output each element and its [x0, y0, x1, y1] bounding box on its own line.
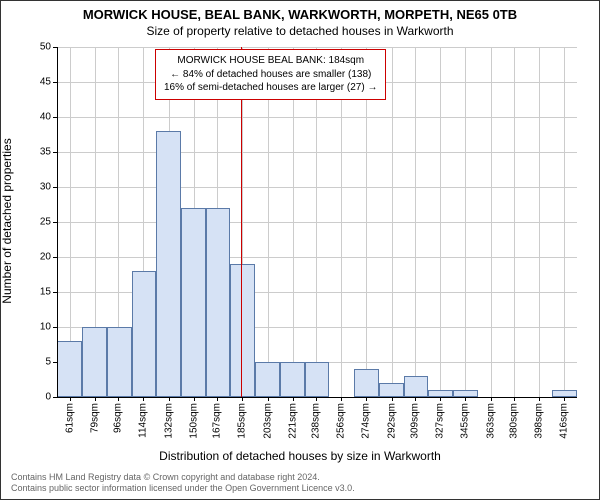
- histogram-bar: [206, 208, 230, 397]
- grid-line: [491, 47, 492, 397]
- grid-line: [415, 47, 416, 397]
- x-tick-label: 309sqm: [410, 403, 421, 439]
- histogram-bar: [181, 208, 206, 397]
- y-axis-label: Number of detached properties: [0, 138, 14, 303]
- histogram-bar: [132, 271, 156, 397]
- chart-plot-area: 0510152025303540455061sqm79sqm96sqm114sq…: [57, 47, 577, 397]
- grid-line: [341, 47, 342, 397]
- x-tick-label: 380sqm: [509, 403, 520, 439]
- x-tick-label: 256sqm: [336, 403, 347, 439]
- x-tick-label: 167sqm: [212, 403, 223, 439]
- footer-attribution: Contains HM Land Registry data © Crown c…: [11, 472, 355, 495]
- grid-line: [514, 47, 515, 397]
- footer-line-2: Contains public sector information licen…: [11, 483, 355, 495]
- annotation-line: ← 84% of detached houses are smaller (13…: [164, 68, 377, 82]
- x-tick-label: 79sqm: [89, 403, 100, 433]
- x-tick-label: 221sqm: [287, 403, 298, 439]
- x-tick-label: 132sqm: [163, 403, 174, 439]
- title-sub: Size of property relative to detached ho…: [1, 22, 599, 38]
- grid-line: [440, 47, 441, 397]
- grid-line: [465, 47, 466, 397]
- x-tick-label: 238sqm: [311, 403, 322, 439]
- y-axis-line: [57, 47, 58, 397]
- histogram-bar: [354, 369, 379, 397]
- grid-line: [539, 47, 540, 397]
- annotation-box: MORWICK HOUSE BEAL BANK: 184sqm← 84% of …: [155, 49, 386, 100]
- x-tick-label: 96sqm: [113, 403, 124, 433]
- x-axis-label: Distribution of detached houses by size …: [159, 449, 441, 463]
- x-tick-label: 203sqm: [262, 403, 273, 439]
- x-tick-label: 327sqm: [435, 403, 446, 439]
- x-tick-label: 61sqm: [64, 403, 75, 433]
- grid-line: [366, 47, 367, 397]
- histogram-bar: [255, 362, 280, 397]
- histogram-bar: [82, 327, 107, 397]
- x-tick-label: 185sqm: [237, 403, 248, 439]
- x-tick-label: 292sqm: [386, 403, 397, 439]
- histogram-bar: [230, 264, 255, 397]
- chart-container: MORWICK HOUSE, BEAL BANK, WARKWORTH, MOR…: [0, 0, 600, 500]
- x-tick-label: 274sqm: [361, 403, 372, 439]
- grid-line: [392, 47, 393, 397]
- histogram-bar: [107, 327, 132, 397]
- grid-line: [268, 47, 269, 397]
- annotation-line: 16% of semi-detached houses are larger (…: [164, 81, 377, 95]
- histogram-bar: [57, 341, 82, 397]
- histogram-bar: [453, 390, 478, 397]
- histogram-bar: [404, 376, 428, 397]
- grid-line: [316, 47, 317, 397]
- grid-line: [293, 47, 294, 397]
- x-tick-label: 150sqm: [188, 403, 199, 439]
- histogram-bar: [552, 390, 577, 397]
- histogram-bar: [305, 362, 329, 397]
- histogram-bar: [379, 383, 404, 397]
- histogram-bar: [428, 390, 453, 397]
- x-axis-line: [57, 397, 577, 398]
- x-tick-label: 398sqm: [534, 403, 545, 439]
- x-tick-label: 345sqm: [460, 403, 471, 439]
- x-tick-label: 363sqm: [485, 403, 496, 439]
- histogram-bar: [156, 131, 181, 397]
- x-tick-label: 114sqm: [138, 403, 149, 438]
- grid-line: [564, 47, 565, 397]
- title-main: MORWICK HOUSE, BEAL BANK, WARKWORTH, MOR…: [1, 1, 599, 22]
- histogram-bar: [280, 362, 305, 397]
- footer-line-1: Contains HM Land Registry data © Crown c…: [11, 472, 355, 484]
- x-tick-label: 416sqm: [559, 403, 570, 439]
- annotation-line: MORWICK HOUSE BEAL BANK: 184sqm: [164, 54, 377, 68]
- reference-line: [241, 47, 242, 397]
